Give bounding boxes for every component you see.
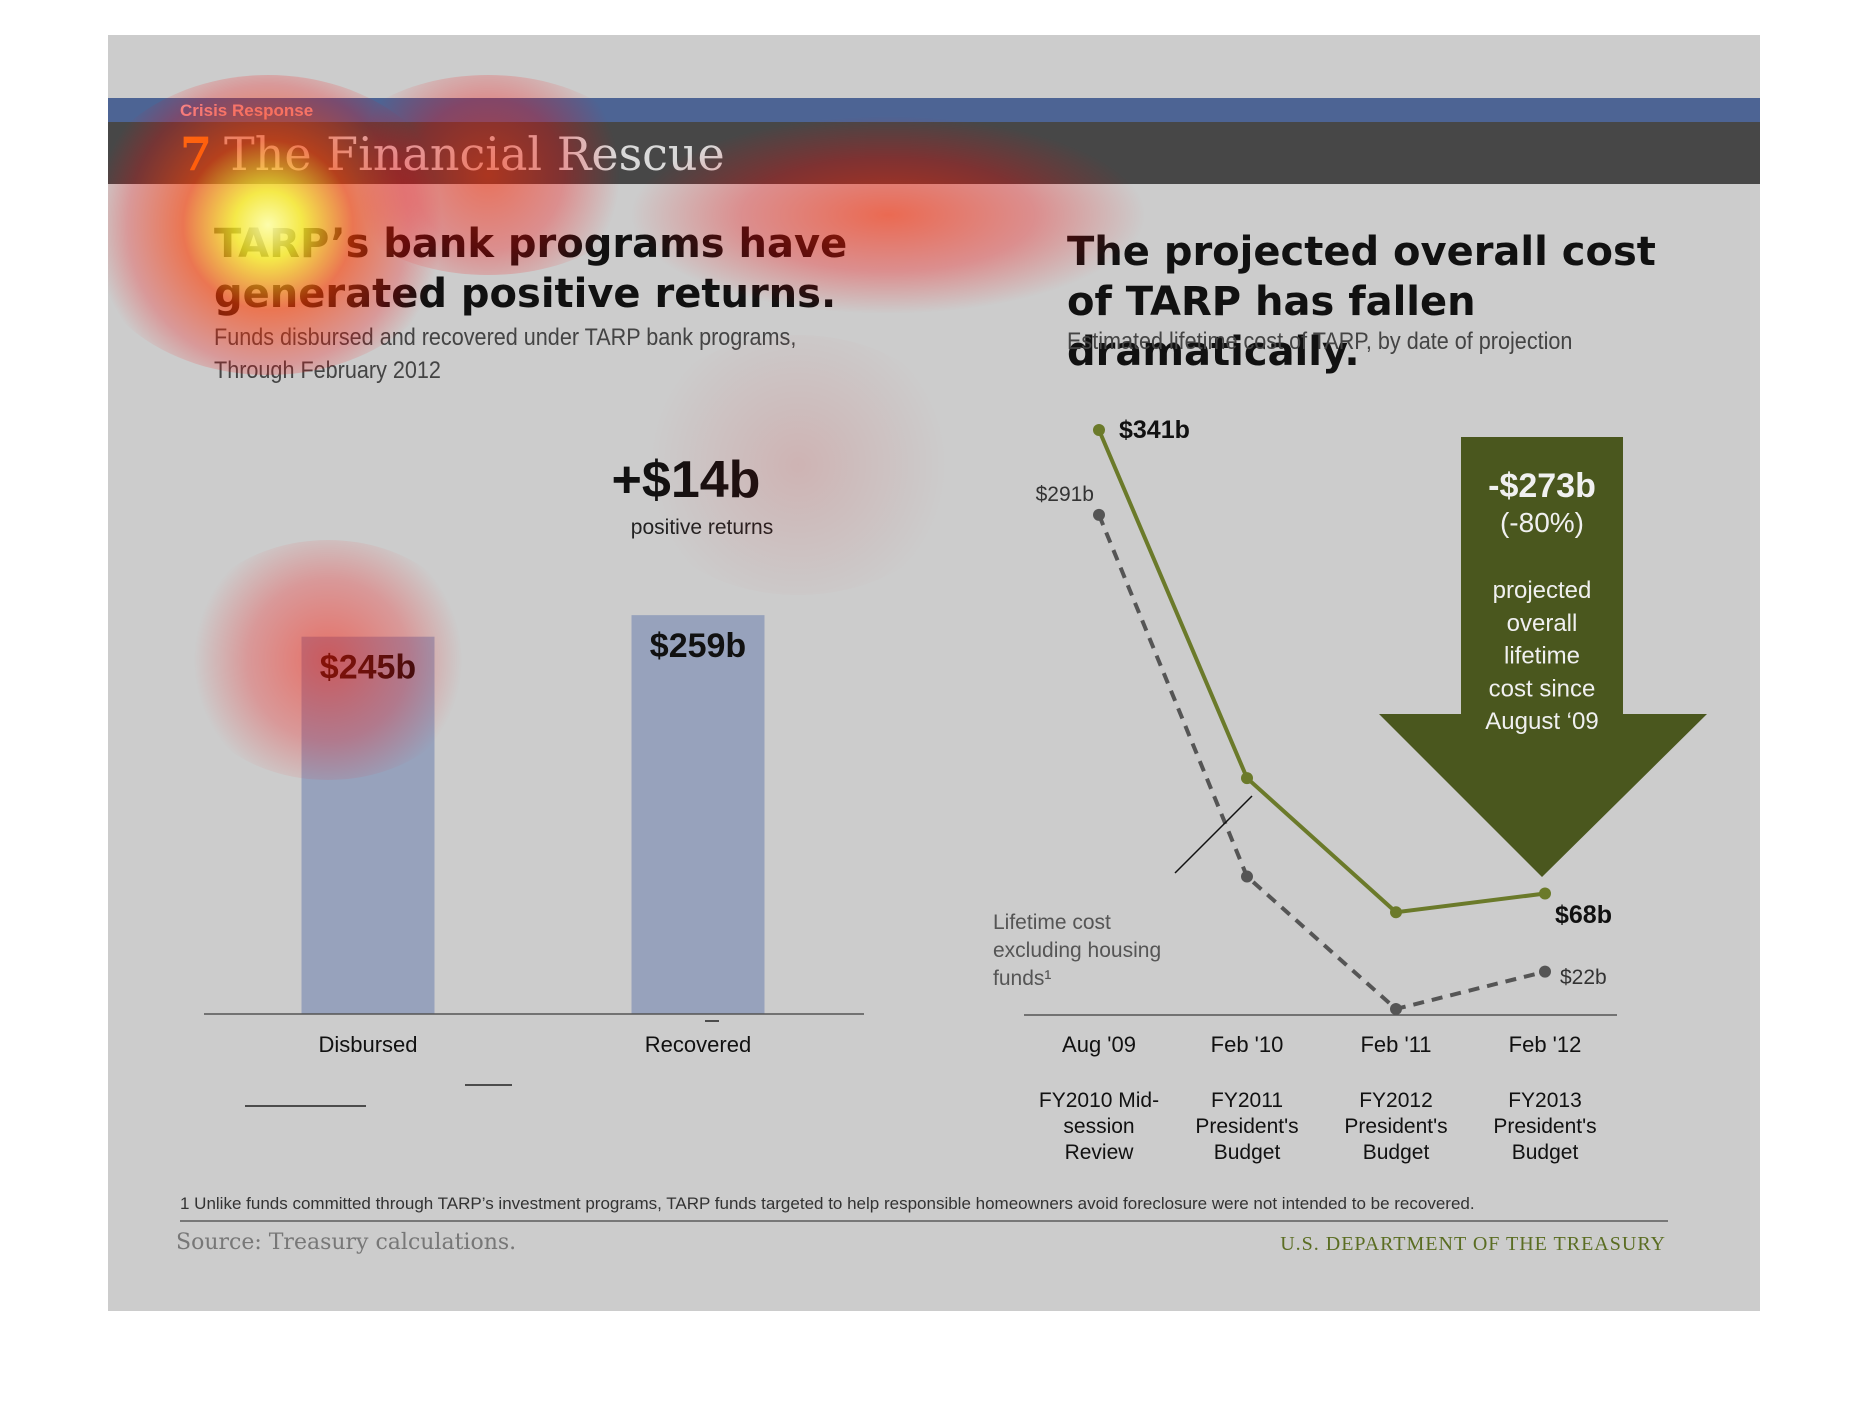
footer-divider [180, 1220, 1668, 1222]
series-line-total [1097, 429, 1546, 915]
agency-name: U.S. DEPARTMENT OF THE TREASURY [1280, 1233, 1666, 1255]
x-sublabel-line: session [1063, 1115, 1134, 1138]
x-sublabel-line: FY2011 [1211, 1089, 1283, 1112]
x-tick-label: Feb '12 [1509, 1032, 1582, 1057]
bar-value-label: $245b [320, 649, 416, 687]
down-arrow-callout [1379, 437, 1707, 877]
x-tick-label: Feb '11 [1360, 1032, 1431, 1057]
series-annotation-line: Lifetime cost [993, 911, 1111, 934]
bar-category-label: Disbursed [318, 1032, 417, 1057]
x-sublabel-line: Budget [1214, 1141, 1281, 1164]
callout-text-line: cost since [1489, 675, 1596, 702]
data-point [1539, 965, 1551, 978]
data-point [1241, 772, 1253, 785]
data-label: $68b [1555, 901, 1612, 929]
bar-category-label: Recovered [645, 1032, 751, 1057]
slide: Crisis Response 7 The Financial Rescue TA… [108, 35, 1760, 1311]
data-point [1093, 424, 1105, 436]
x-tick-label: Feb '10 [1211, 1032, 1284, 1057]
data-label: $22b [1560, 966, 1607, 989]
annotation-leader-line [1174, 795, 1253, 874]
callout-text-line: August ‘09 [1485, 708, 1598, 735]
returns-caption: positive returns [631, 516, 773, 539]
series-annotation-line: funds¹ [993, 967, 1051, 990]
charts-canvas: $245b Disbursed $259b Recovered +$14b positiv… [204, 416, 1707, 1164]
callout-text-line: lifetime [1504, 643, 1580, 670]
callout-text-line: overall [1507, 610, 1578, 637]
series-annotation-line: excluding housing [993, 939, 1161, 962]
callout-text-line: projected [1493, 577, 1592, 604]
callout-percent: (-80%) [1500, 507, 1584, 538]
series-line-excl-housing [1097, 514, 1546, 1012]
callout-value: -$273b [1488, 467, 1596, 505]
x-sublabel-line: Budget [1512, 1141, 1579, 1164]
data-label: $341b [1119, 416, 1190, 444]
x-sublabel-line: Budget [1363, 1141, 1430, 1164]
source-note: Source: Treasury calculations. [176, 1230, 517, 1255]
right-subtitle: Estimated lifetime cost of TARP, by date… [1067, 328, 1573, 355]
data-point [1539, 887, 1551, 900]
returns-value: +$14b [612, 451, 761, 509]
x-sublabel-line: FY2013 [1508, 1089, 1582, 1112]
x-sublabel-line: FY2012 [1359, 1089, 1433, 1112]
footnote: 1 Unlike funds committed through TARP’s … [180, 1194, 1475, 1213]
x-tick-label: Aug '09 [1062, 1032, 1136, 1057]
x-sublabel-line: President's [1344, 1115, 1447, 1138]
x-sublabel-line: Review [1065, 1141, 1135, 1164]
x-sublabel-line: FY2010 Mid- [1039, 1089, 1159, 1112]
x-sublabel-line: President's [1493, 1115, 1596, 1138]
data-label: $291b [1036, 483, 1094, 506]
data-point [1390, 1003, 1402, 1015]
bar-recovered [631, 615, 765, 1014]
data-point [1093, 508, 1105, 521]
bar-disbursed [301, 636, 435, 1014]
data-point [1241, 870, 1253, 883]
x-sublabel-line: President's [1195, 1115, 1298, 1138]
bar-value-label: $259b [650, 627, 746, 665]
data-point [1390, 906, 1402, 919]
